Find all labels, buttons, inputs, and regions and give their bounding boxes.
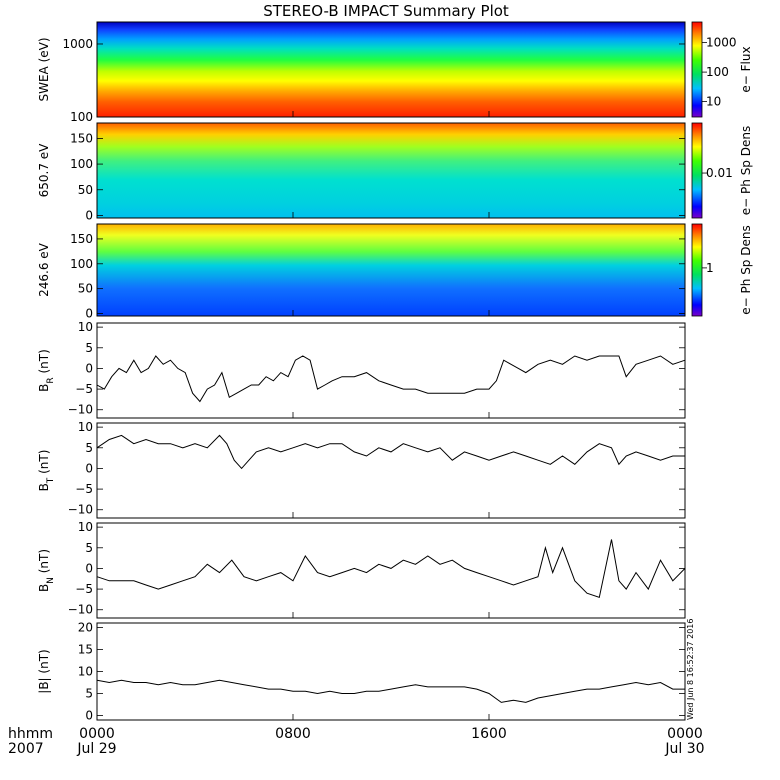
- panel-frame-pad246: [96, 223, 686, 317]
- y-tick-label: 10: [78, 320, 93, 334]
- heatmap-pad246: [97, 224, 685, 316]
- y-tick-label: −10: [68, 503, 93, 517]
- colorbar-swea: [691, 21, 703, 118]
- colorbar-label-pad246: e− Ph Sp Dens: [739, 225, 753, 314]
- panel-frame-pad650: [96, 122, 686, 219]
- y-tick-label: 50: [78, 183, 93, 197]
- timestamp-label: Wed Jun 8 16:52:37 2016: [686, 619, 695, 721]
- colorbar-tick-label: 0.01: [706, 166, 733, 180]
- y-axis-label-bmag: |B| (nT): [37, 649, 51, 693]
- series-line-bmag: [96, 679, 685, 703]
- y-axis-label-pad246: 246.6 eV: [37, 242, 51, 297]
- y-tick-label: 150: [70, 232, 93, 246]
- y-tick-label: 100: [70, 257, 93, 271]
- y-tick-label: 50: [78, 282, 93, 296]
- figure-title: STEREO-B IMPACT Summary Plot: [263, 2, 509, 20]
- y-axis-label-bn: BN (nT): [37, 549, 56, 592]
- y-tick-label: 100: [70, 157, 93, 171]
- y-tick-label: −10: [68, 403, 93, 417]
- y-tick-label: 100: [70, 110, 93, 124]
- y-tick-label: 5: [85, 441, 93, 455]
- y-tick-label: 10: [78, 665, 93, 679]
- time-tick-label: 0000: [79, 726, 115, 742]
- y-tick-label: 0: [85, 307, 93, 321]
- y-tick-label: 0: [85, 361, 93, 375]
- colorbar-pad246: [691, 223, 703, 317]
- series-line-bt: [96, 434, 685, 470]
- y-axis-label-bt: BT (nT): [37, 450, 56, 492]
- y-tick-label: −5: [75, 382, 93, 396]
- y-tick-label: 1000: [62, 37, 93, 51]
- panel-frame-bn: [96, 522, 686, 619]
- y-axis-label-subscript: R: [46, 377, 56, 383]
- y-tick-label: 5: [85, 341, 93, 355]
- y-axis-label-unit: (nT): [37, 450, 51, 478]
- colorbar-tick-label: 1000: [706, 36, 737, 50]
- y-tick-label: 10: [78, 520, 93, 534]
- date-tick-label: Jul 30: [664, 741, 704, 757]
- y-tick-label: 0: [85, 461, 93, 475]
- time-tick-label: 0800: [275, 726, 311, 742]
- y-tick-label: 0: [85, 561, 93, 575]
- y-tick-label: −10: [68, 603, 93, 617]
- panel-frame-bmag: [96, 622, 686, 721]
- panel-frame-br: [96, 322, 686, 419]
- y-axis-label-swea: SWEA (eV): [37, 37, 51, 101]
- colorbar-label-pad650: e− Ph Sp Dens: [739, 126, 753, 215]
- footer-hhmm: hhmm: [8, 726, 53, 742]
- colorbar-tick-label: 100: [706, 65, 729, 79]
- y-axis-label-pad650: 650.7 eV: [37, 143, 51, 198]
- date-tick-label: Jul 29: [76, 741, 116, 757]
- footer-year: 2007: [8, 741, 44, 757]
- y-tick-label: 0: [85, 208, 93, 222]
- series-line-bn: [96, 539, 686, 598]
- y-axis-label-subscript: T: [46, 477, 56, 484]
- colorbar-tick-label: 10: [706, 95, 721, 109]
- y-axis-label-unit: (nT): [37, 549, 51, 577]
- y-tick-label: −5: [75, 482, 93, 496]
- panel-frame-bt: [96, 422, 686, 519]
- y-tick-label: 5: [85, 541, 93, 555]
- y-tick-label: 20: [78, 620, 93, 634]
- time-tick-label: 0000: [667, 726, 703, 742]
- y-tick-label: 10: [78, 420, 93, 434]
- y-tick-label: 150: [70, 131, 93, 145]
- heatmap-pad650: [97, 123, 685, 218]
- y-axis-label-br: BR (nT): [37, 349, 56, 392]
- colorbar-tick-label: 1: [706, 261, 714, 275]
- colorbar-pad650: [691, 122, 703, 219]
- panel-frame-swea: [96, 21, 686, 118]
- y-tick-label: 15: [78, 642, 93, 656]
- y-axis-label-unit: (nT): [37, 349, 51, 377]
- y-axis-label-subscript: N: [46, 577, 56, 584]
- y-tick-label: 5: [85, 687, 93, 701]
- series-line-br: [96, 355, 686, 403]
- heatmap-swea: [97, 22, 685, 117]
- time-tick-label: 1600: [471, 726, 507, 742]
- y-tick-label: 0: [85, 709, 93, 723]
- colorbar-label-swea: e− Flux: [739, 46, 753, 92]
- y-tick-label: −5: [75, 582, 93, 596]
